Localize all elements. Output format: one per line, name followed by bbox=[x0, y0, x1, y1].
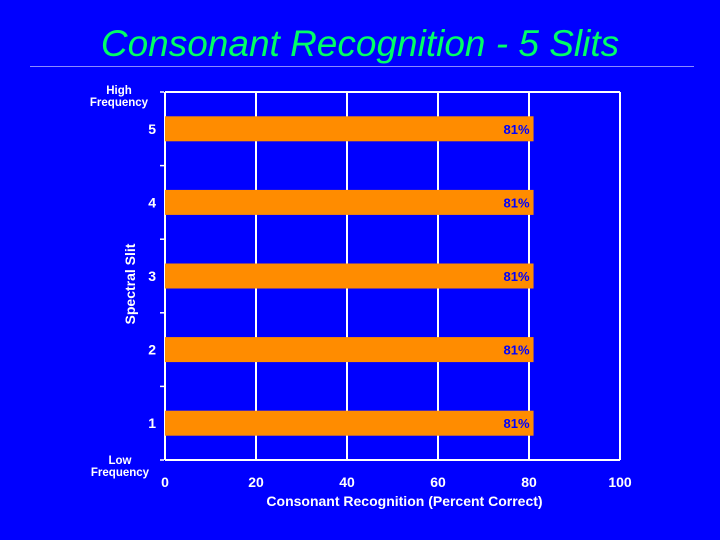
y-axis-title: Spectral Slit bbox=[122, 243, 138, 324]
x-tick-label: 40 bbox=[339, 474, 355, 490]
bar bbox=[165, 410, 534, 436]
x-tick-label: 0 bbox=[161, 474, 169, 490]
y-tick-label: 5 bbox=[148, 121, 156, 137]
y-top-annotation: High bbox=[106, 85, 132, 97]
bar bbox=[165, 189, 534, 215]
y-tick-label: 1 bbox=[148, 415, 156, 431]
y-tick-label: 2 bbox=[148, 342, 156, 358]
x-tick-label: 100 bbox=[608, 474, 632, 490]
x-tick-label: 80 bbox=[521, 474, 537, 490]
x-tick-label: 20 bbox=[248, 474, 264, 490]
bar-value-label: 81% bbox=[504, 343, 530, 358]
x-tick-label: 60 bbox=[430, 474, 446, 490]
y-bottom-annotation: Frequency bbox=[91, 467, 150, 479]
y-bottom-annotation: Low bbox=[109, 455, 132, 467]
slide-title: Consonant Recognition - 5 Slits bbox=[100, 23, 620, 64]
bar-value-label: 81% bbox=[504, 122, 530, 137]
bar-value-label: 81% bbox=[504, 195, 530, 210]
y-tick-label: 4 bbox=[148, 194, 156, 210]
title-divider bbox=[30, 66, 694, 67]
y-tick-label: 3 bbox=[148, 268, 156, 284]
bar bbox=[165, 116, 534, 142]
y-top-annotation: Frequency bbox=[90, 97, 149, 109]
bar bbox=[165, 263, 534, 289]
x-axis-title: Consonant Recognition (Percent Correct) bbox=[266, 493, 542, 509]
bar-value-label: 81% bbox=[504, 269, 530, 284]
bar bbox=[165, 337, 534, 363]
bar-value-label: 81% bbox=[504, 416, 530, 431]
